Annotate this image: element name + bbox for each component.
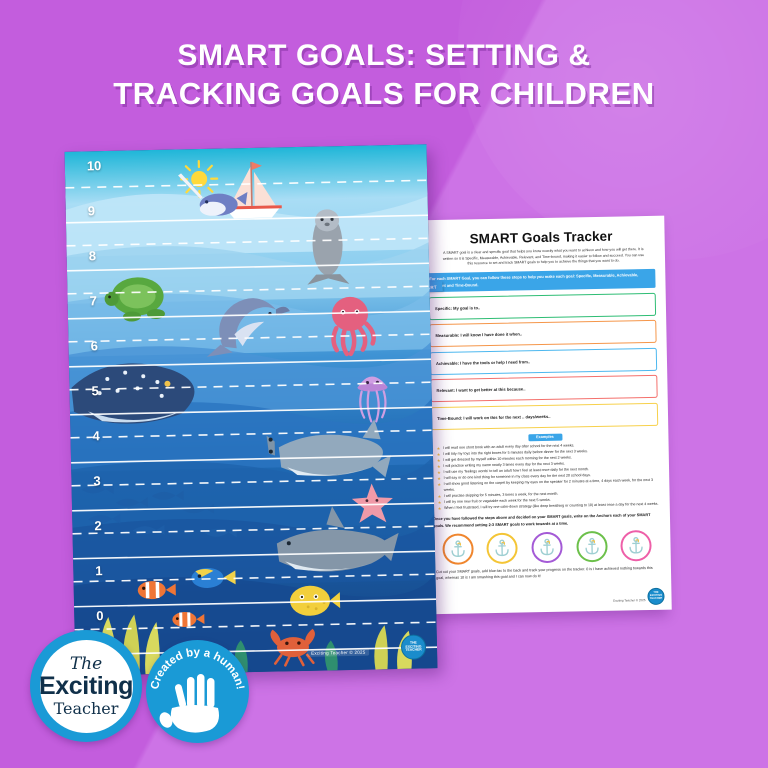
tracker-logo-stamp: THE EXCITING TEACHER (647, 587, 665, 606)
scale-level-9: 9 (87, 203, 96, 219)
criteria-row-relevant[interactable]: Relevant: I want to get better at this b… (430, 375, 658, 403)
star-icon: ★ (436, 446, 441, 452)
anchor-pink[interactable] (620, 529, 652, 562)
tracker-credit: Exciting Teacher © 2025 (613, 598, 646, 603)
examples-label: Examples (527, 433, 562, 442)
criteria-row-measurable[interactable]: Measurable: I will know I have done it w… (429, 320, 657, 348)
anchor-icon (451, 540, 465, 557)
criteria-row-timebound[interactable]: Time-Bound: I will work on this for the … (430, 402, 659, 431)
tracker-title: SMART Goals Tracker (469, 228, 613, 247)
anchor-orange[interactable] (442, 533, 474, 565)
criteria-prompt: Measurable: I will know I have done it w… (435, 331, 523, 339)
smart-criteria-list: Specific: My goal is to.. Measurable: I w… (427, 292, 661, 431)
badge-teacher-the: The (69, 653, 103, 674)
tracker-steps-banner: For each SMART Goal, you can follow thes… (422, 269, 656, 293)
smart-goals-tracker-sheet[interactable]: SMART Goals Tracker A SMART goal is a cl… (415, 215, 672, 615)
badge-teacher-exciting: Exciting (38, 671, 134, 700)
anchor-icon (585, 537, 599, 555)
star-icon: ★ (436, 464, 441, 470)
ocean-scale-poster[interactable]: 10 9 8 7 6 5 4 3 2 1 0 Exciting Teacher © 2025 THE… (64, 144, 438, 676)
anchor-icon (495, 539, 510, 556)
scale-level-6: 6 (90, 338, 99, 354)
star-icon: ★ (437, 505, 442, 511)
examples-list: ★ I will read one short book with an adul… (437, 442, 659, 512)
scale-level-4: 4 (92, 428, 100, 444)
page-title-line-2: TRACKING GOALS FOR CHILDREN (113, 75, 655, 111)
star-icon: ★ (437, 470, 441, 476)
badge-the-exciting-teacher[interactable]: The Exciting Teacher (30, 630, 142, 742)
anchor-purple[interactable] (531, 531, 563, 563)
criteria-row-achievable[interactable]: Achievable: I have the tools or help I n… (429, 347, 658, 376)
scale-level-3: 3 (93, 473, 101, 489)
anchor-icon (540, 538, 554, 555)
scale-level-7: 7 (89, 293, 98, 309)
criteria-prompt: Time-Bound: I will work on this for the … (436, 413, 551, 421)
anchor-icon (629, 536, 643, 554)
scale-level-2: 2 (94, 518, 102, 534)
star-icon: ★ (436, 452, 441, 458)
criteria-prompt: Relevant: I want to get better at this b… (436, 386, 526, 394)
scale-level-5: 5 (91, 383, 99, 399)
scale-level-0: 0 (96, 608, 104, 624)
anchors-row (435, 529, 659, 565)
anchor-green[interactable] (575, 530, 608, 563)
star-icon: ★ (437, 493, 442, 499)
anchors-instruction: Once you have followed the steps above a… (432, 513, 651, 528)
scale-level-10: 10 (86, 158, 102, 174)
star-icon: ★ (437, 482, 442, 488)
tracker-intro-paragraph: A SMART goal is a clear and specific goa… (442, 247, 645, 266)
star-icon: ★ (437, 499, 442, 505)
handprint-icon: Created by a human! (149, 647, 246, 733)
star-icon: ★ (437, 476, 442, 482)
page-title: SMART GOALS: SETTING & TRACKING GOALS FO… (0, 38, 768, 112)
ocean-illustration (64, 144, 438, 676)
criteria-prompt: Achievable: I have the tools or help I n… (435, 359, 531, 366)
badge-teacher-teacher: Teacher (53, 698, 119, 718)
criteria-prompt: Specific: My goal is to.. (434, 305, 481, 311)
criteria-row-specific[interactable]: Specific: My goal is to.. (428, 292, 657, 321)
tracker-footer-instruction: Cut out your SMART goals, add blue-tac t… (435, 565, 653, 580)
page-title-line-1: SMART GOALS: SETTING & (177, 39, 591, 72)
anchor-yellow[interactable] (486, 532, 519, 564)
badge-created-by-a-human[interactable]: Created by a human! (146, 640, 249, 743)
scale-level-8: 8 (88, 248, 97, 264)
scale-level-1: 1 (95, 563, 103, 579)
star-icon: ★ (436, 458, 441, 464)
poster-credit: Exciting Teacher © 2025 (307, 647, 370, 657)
